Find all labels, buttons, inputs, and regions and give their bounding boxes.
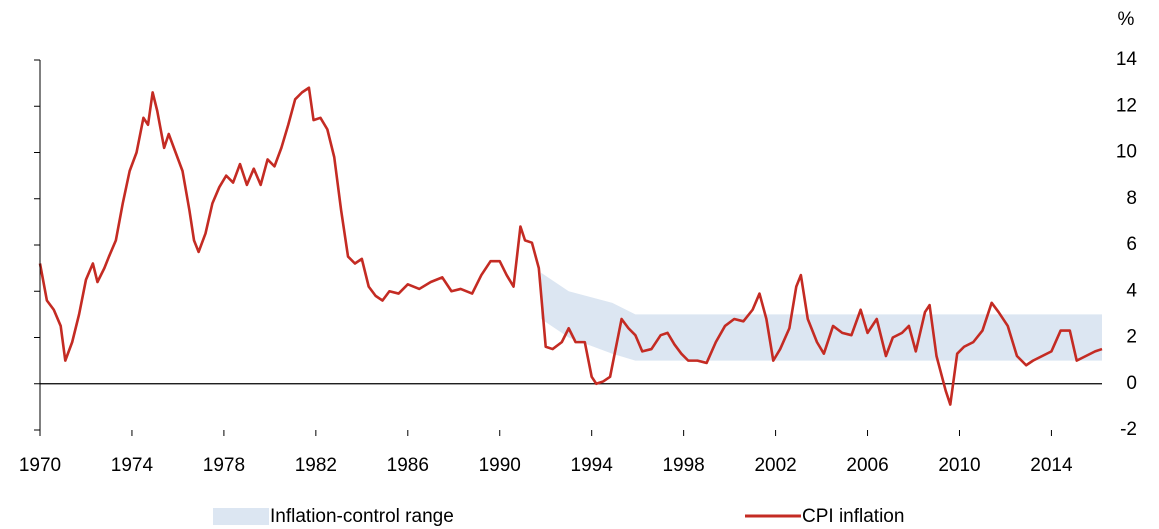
x-tick-label: 1978 <box>203 455 245 476</box>
x-tick-label: 1990 <box>479 455 521 476</box>
x-tick-label: 1974 <box>111 455 154 476</box>
x-tick-label: 2014 <box>1030 455 1073 476</box>
y-unit-label: % <box>1118 9 1135 30</box>
inflation-band <box>541 272 1102 361</box>
x-tick-label: 1982 <box>295 455 337 476</box>
y-tick-label: 2 <box>1126 327 1137 348</box>
y-tick-label: 8 <box>1126 188 1137 209</box>
x-tick-label: 2010 <box>938 455 980 476</box>
x-tick-label: 1998 <box>662 455 704 476</box>
y-tick-label: 14 <box>1116 49 1138 70</box>
y-tick-label: 4 <box>1126 280 1137 301</box>
y-tick-label: 0 <box>1126 373 1137 394</box>
x-tick-label: 1986 <box>387 455 429 476</box>
cpi-line <box>38 86 1103 406</box>
x-tick-label: 1970 <box>19 455 61 476</box>
legend-label: CPI inflation <box>802 506 904 527</box>
y-tick-label: 12 <box>1116 95 1137 116</box>
x-tick-label: 2006 <box>846 455 888 476</box>
x-tick-label: 2002 <box>754 455 796 476</box>
y-tick-label: -2 <box>1120 419 1137 440</box>
x-tick-label: 1994 <box>571 455 614 476</box>
legend-swatch <box>213 508 269 525</box>
legend-label: Inflation-control range <box>270 506 454 527</box>
y-tick-label: 10 <box>1116 142 1137 163</box>
y-tick-label: 6 <box>1126 234 1137 255</box>
